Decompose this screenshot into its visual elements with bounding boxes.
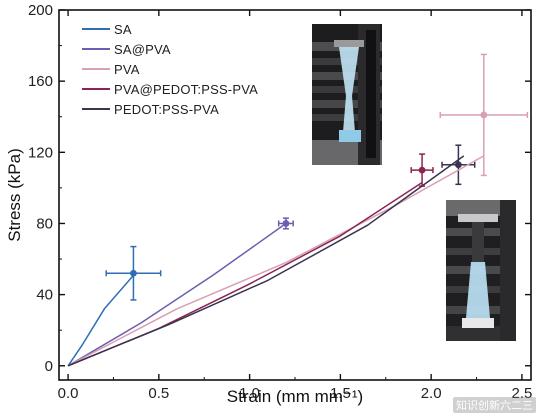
legend-entry-label: PVA@PEDOT:PSS-PVA xyxy=(114,82,258,97)
specimen-photo-lower xyxy=(446,200,516,341)
y-tick-label: 160 xyxy=(28,73,53,90)
axis-ticks xyxy=(59,9,531,380)
y-tick-label: 0 xyxy=(45,358,53,375)
watermark-text: 知识创新六二三 xyxy=(453,397,536,413)
legend-entry-label: SA xyxy=(114,22,132,37)
specimen-photo-upper xyxy=(312,24,382,165)
series-line xyxy=(67,155,485,367)
x-tick-label: 2.5 xyxy=(511,385,532,402)
x-tick-label: 1.5 xyxy=(330,385,351,402)
y-tick-label: 120 xyxy=(28,144,53,161)
y-axis-title: Stress (kPa) xyxy=(5,148,24,242)
series-line xyxy=(67,272,136,367)
specimen-photo-insets xyxy=(312,24,516,341)
error-center-point xyxy=(454,161,462,169)
series-line xyxy=(67,222,287,367)
legend-entry-label: PVA xyxy=(114,62,140,77)
series-line xyxy=(67,155,465,367)
axis-tick-labels: 0.0 0.5 1.0 1.5 2.0 2.5 0 40 80 120 160 200 xyxy=(28,2,532,402)
y-tick-label: 200 xyxy=(28,2,53,19)
x-tick-label: 2.0 xyxy=(421,385,442,402)
error-center-point xyxy=(480,111,488,119)
x-tick-label: 0.5 xyxy=(148,385,169,402)
legend-entry-label: PEDOT:PSS-PVA xyxy=(114,102,219,117)
error-center-point xyxy=(130,269,137,277)
error-bars xyxy=(105,53,529,301)
chart-legend: SA SA@PVA PVA PVA@PEDOT:PSS-PVA PEDOT:PSS-PV… xyxy=(82,22,258,117)
x-tick-label: 0.0 xyxy=(58,385,79,402)
error-center-point xyxy=(418,166,426,174)
x-tick-label: 1.0 xyxy=(239,385,260,402)
y-tick-label: 40 xyxy=(36,287,53,304)
stress-strain-curves xyxy=(67,155,485,367)
x-axis-title: Strain (mm mm⁻¹) xyxy=(227,387,363,406)
y-tick-label: 80 xyxy=(36,215,53,232)
legend-entry-label: SA@PVA xyxy=(114,42,171,57)
